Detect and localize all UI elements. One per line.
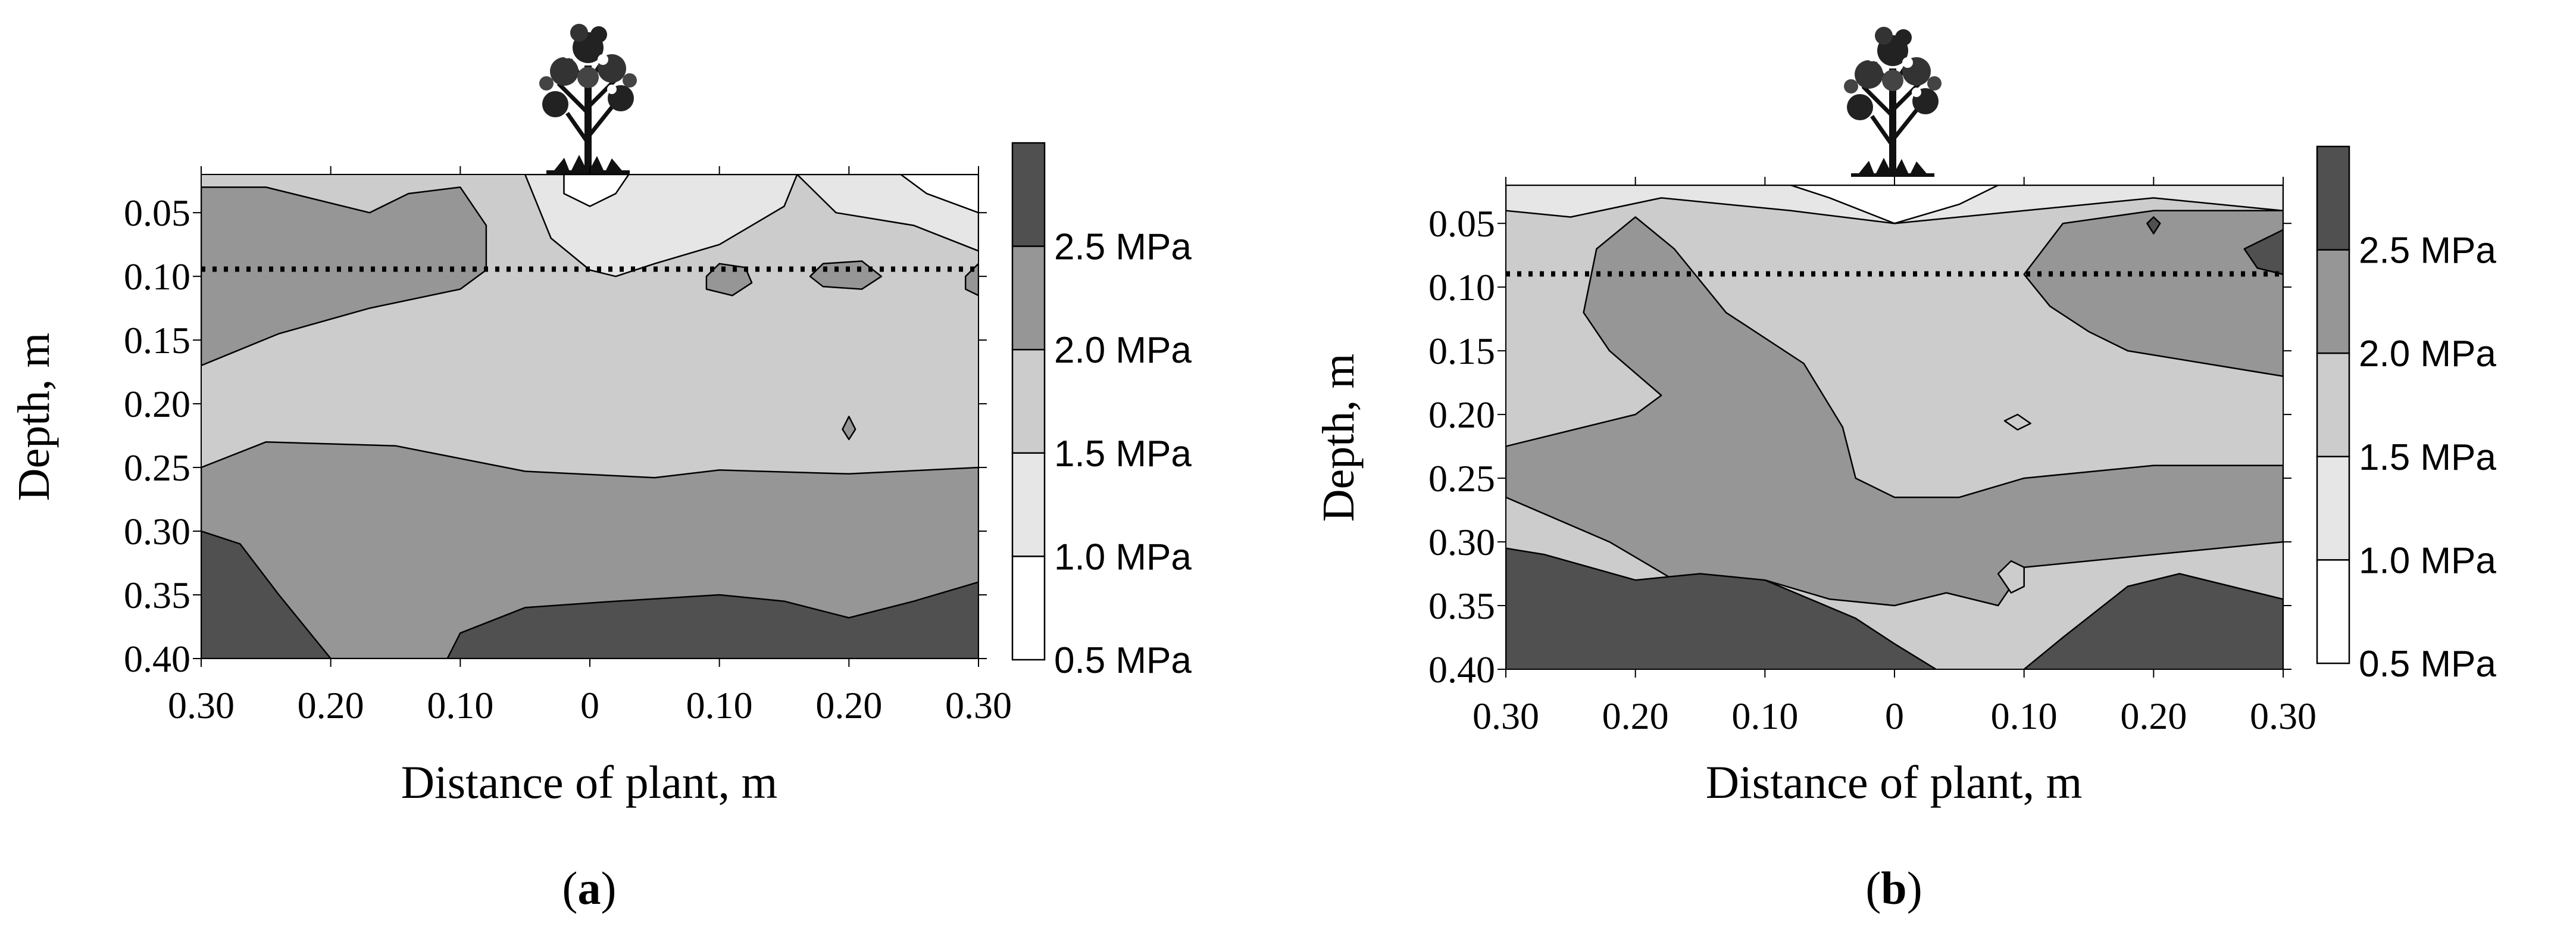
legend-swatch xyxy=(2316,559,2350,665)
legend-swatch xyxy=(1011,556,1046,661)
y-tick-label: 0.40 xyxy=(1428,648,1495,691)
caption-close-b: ) xyxy=(1907,862,1922,914)
panel-a: 0.30 0.20 0.10 0 0.10 0.20 0.30 0.050.100.150.… xyxy=(9,24,1192,914)
y-tick-label: 0.25 xyxy=(1428,457,1495,500)
tree-icon xyxy=(539,24,637,174)
contour-region xyxy=(201,186,487,367)
legend-swatch xyxy=(1011,245,1046,351)
x-axis-a: 0.30 0.20 0.10 0 0.10 0.20 0.30 xyxy=(168,166,1012,726)
plot-area-b xyxy=(1506,185,2283,669)
contour-region xyxy=(563,174,630,207)
contour-region xyxy=(2023,573,2283,669)
x-tick-label: 0.30 xyxy=(945,684,1012,726)
legend-label: 1.5 MPa xyxy=(2359,437,2496,478)
tree-icon xyxy=(1844,27,1942,177)
contour-region xyxy=(446,581,978,659)
caption-a: (a) xyxy=(562,862,617,914)
caption-open-b: ( xyxy=(1865,862,1881,914)
y-tick-label: 0.30 xyxy=(124,510,190,553)
legend-swatch xyxy=(1011,452,1046,557)
caption-letter-a: a xyxy=(578,862,601,914)
contour-region xyxy=(2146,216,2161,235)
legend-label: 2.5 MPa xyxy=(2359,230,2496,272)
caption-letter-b: b xyxy=(1881,862,1906,914)
y-axis-a: 0.05 0.10 0.15 0.20 0.25 0.30 0.35 0.40 xyxy=(124,192,987,680)
x-tick-label: 0.30 xyxy=(2250,695,2316,737)
legend-label: 1.5 MPa xyxy=(1054,433,1192,475)
y-tick-label: 0.35 xyxy=(124,574,190,616)
y-tick-label: 0.35 xyxy=(1428,585,1495,627)
legend-a: 2.5 MPa 2.0 MPa 1.5 MPa 1.0 MPa 0.5 MPa xyxy=(1011,142,1192,681)
x-tick-label: 0.10 xyxy=(1991,695,2058,737)
legend-label: 2.0 MPa xyxy=(1054,330,1192,371)
contour-region xyxy=(1790,185,1999,224)
contour-region xyxy=(1506,547,1938,669)
legend-label: 1.0 MPa xyxy=(1054,536,1192,578)
x-tick-label: 0.20 xyxy=(815,684,882,726)
contour-region xyxy=(1997,560,2025,594)
y-tick-label: 0.10 xyxy=(124,255,190,298)
legend-swatch xyxy=(1011,348,1046,454)
y-tick-label: 0.05 xyxy=(1428,202,1495,245)
y-tick-label: 0.20 xyxy=(1428,394,1495,436)
contour-region xyxy=(201,530,332,659)
contour-region xyxy=(705,263,753,297)
y-tick-label: 0.05 xyxy=(124,192,190,234)
plot-area-a xyxy=(201,174,978,659)
y-tick-label: 0.10 xyxy=(1428,266,1495,308)
legend-swatch xyxy=(2316,145,2350,251)
y-tick-label: 0.30 xyxy=(1428,521,1495,563)
contour-region xyxy=(2023,210,2283,378)
y-axis-b: 0.05 0.10 0.15 0.20 0.25 0.30 0.35 0.40 xyxy=(1428,202,2291,691)
y-tick-label: 0.20 xyxy=(124,383,190,425)
x-tick-label: 0.20 xyxy=(2120,695,2187,737)
x-tick-label: 0.10 xyxy=(427,684,493,726)
legend-swatch xyxy=(2316,249,2350,354)
x-tick-label: 0.30 xyxy=(168,684,235,726)
panel-b: 0.30 0.20 0.10 0 0.10 0.20 0.30 0.050.100.150.… xyxy=(1314,27,2496,914)
x-axis-label-b: Distance of plant, m xyxy=(1706,756,2083,808)
contour-region xyxy=(2003,413,2031,431)
x-tick-label: 0.10 xyxy=(1731,695,1798,737)
legend-label: 1.0 MPa xyxy=(2359,540,2496,581)
y-tick-label: 0.25 xyxy=(124,447,190,489)
x-tick-label: 0.20 xyxy=(1602,695,1669,737)
legend-swatch xyxy=(2316,352,2350,458)
x-tick-label: 0.20 xyxy=(298,684,364,726)
y-tick-label: 0.40 xyxy=(124,638,190,680)
legend-b: 2.5 MPa 2.0 MPa 1.5 MPa 1.0 MPa 0.5 MPa xyxy=(2316,145,2496,685)
legend-label: 0.5 MPa xyxy=(1054,640,1192,681)
legend-swatch xyxy=(2316,456,2350,561)
caption-open-a: ( xyxy=(562,862,578,914)
legend-swatch xyxy=(1011,142,1046,247)
y-tick-label: 0.15 xyxy=(1428,330,1495,372)
contour-region xyxy=(2243,229,2283,276)
x-axis-b: 0.30 0.20 0.10 0 0.10 0.20 0.30 xyxy=(1473,177,2316,737)
x-tick-label: 0.10 xyxy=(686,684,753,726)
contour-region xyxy=(900,174,978,214)
x-tick-label: 0.30 xyxy=(1473,695,1539,737)
legend-label: 2.0 MPa xyxy=(2359,333,2496,375)
caption-close-a: ) xyxy=(601,862,617,914)
y-axis-label-b: Depth, m xyxy=(1314,354,1364,522)
x-tick-label: 0 xyxy=(580,684,599,726)
caption-b: (b) xyxy=(1865,862,1922,914)
legend-label: 2.5 MPa xyxy=(1054,227,1192,268)
x-axis-label-a: Distance of plant, m xyxy=(401,756,778,808)
x-tick-label: 0 xyxy=(1885,695,1904,737)
y-tick-label: 0.15 xyxy=(124,319,190,361)
contour-region xyxy=(809,260,883,290)
contour-region xyxy=(842,416,856,441)
y-axis-label-a: Depth, m xyxy=(9,333,59,501)
legend-label: 0.5 MPa xyxy=(2359,644,2496,685)
